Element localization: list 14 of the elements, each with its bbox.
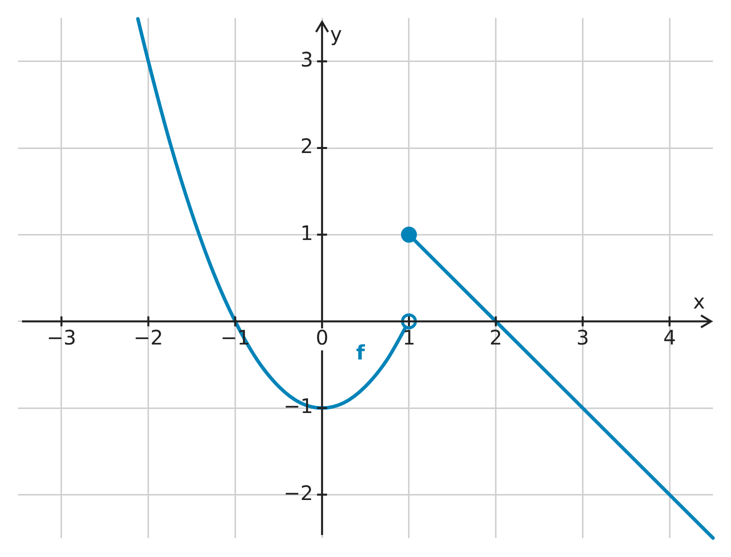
y-tick-label: 1: [300, 220, 314, 245]
x-tick-label: 3: [576, 326, 590, 350]
x-tick-label: 1: [402, 326, 416, 350]
y-tick-label: 2: [300, 134, 314, 158]
x-tick-label: −2: [134, 326, 164, 350]
x-tick-label: 2: [489, 326, 502, 350]
x-tick-label: 0: [316, 326, 328, 350]
x-tick-label: −3: [46, 326, 76, 350]
x-axis-title: x: [693, 290, 706, 314]
series-label: f: [356, 340, 366, 365]
y-tick-label: −2: [284, 480, 314, 505]
y-tick-label: 3: [300, 48, 314, 72]
x-tick-label: 4: [663, 326, 676, 350]
y-axis-title: y: [330, 22, 342, 46]
